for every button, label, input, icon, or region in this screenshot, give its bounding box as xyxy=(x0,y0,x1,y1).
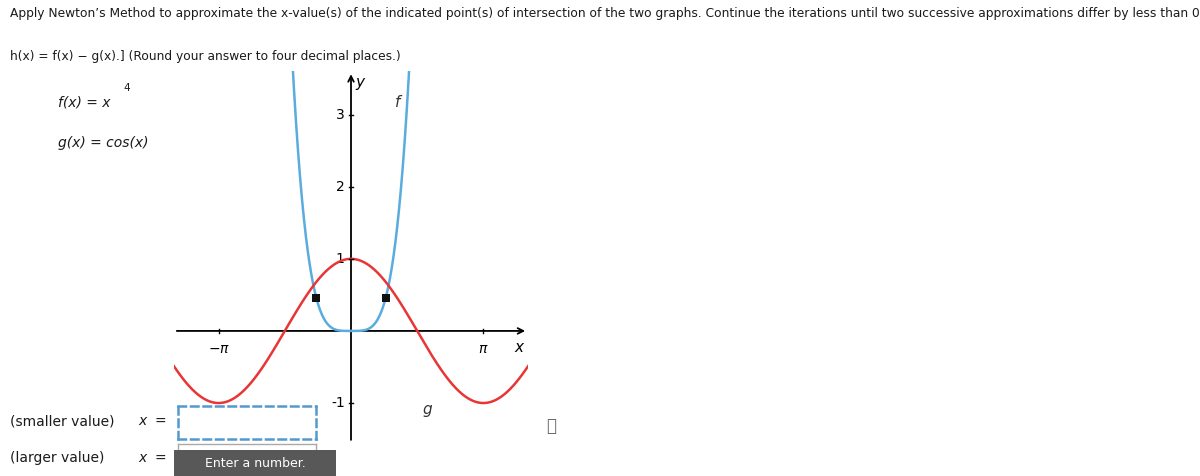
Text: f: f xyxy=(395,96,401,110)
Text: 2: 2 xyxy=(336,180,344,194)
Text: ⓘ: ⓘ xyxy=(546,417,556,435)
Text: x  =: x = xyxy=(138,414,167,428)
Text: 4: 4 xyxy=(124,83,131,93)
Text: y: y xyxy=(355,75,365,90)
Text: f(x) = x: f(x) = x xyxy=(58,95,110,109)
Text: g: g xyxy=(422,402,432,417)
Text: (larger value): (larger value) xyxy=(10,451,104,465)
Text: (smaller value): (smaller value) xyxy=(10,414,114,428)
Text: 1: 1 xyxy=(336,252,344,266)
Text: x: x xyxy=(515,340,523,355)
Text: -1: -1 xyxy=(331,396,344,410)
Text: 3: 3 xyxy=(336,108,344,122)
Text: $\pi$: $\pi$ xyxy=(478,342,488,357)
Text: $-\pi$: $-\pi$ xyxy=(208,342,229,357)
Text: x  =: x = xyxy=(138,451,167,465)
Text: Enter a number.: Enter a number. xyxy=(205,456,305,469)
Text: Apply Newton’s Method to approximate the x-value(s) of the indicated point(s) of: Apply Newton’s Method to approximate the… xyxy=(10,7,1200,20)
Text: h(x) = f(x) − g(x).] (Round your answer to four decimal places.): h(x) = f(x) − g(x).] (Round your answer … xyxy=(10,50,401,63)
Text: g(x) = cos(x): g(x) = cos(x) xyxy=(58,136,148,149)
